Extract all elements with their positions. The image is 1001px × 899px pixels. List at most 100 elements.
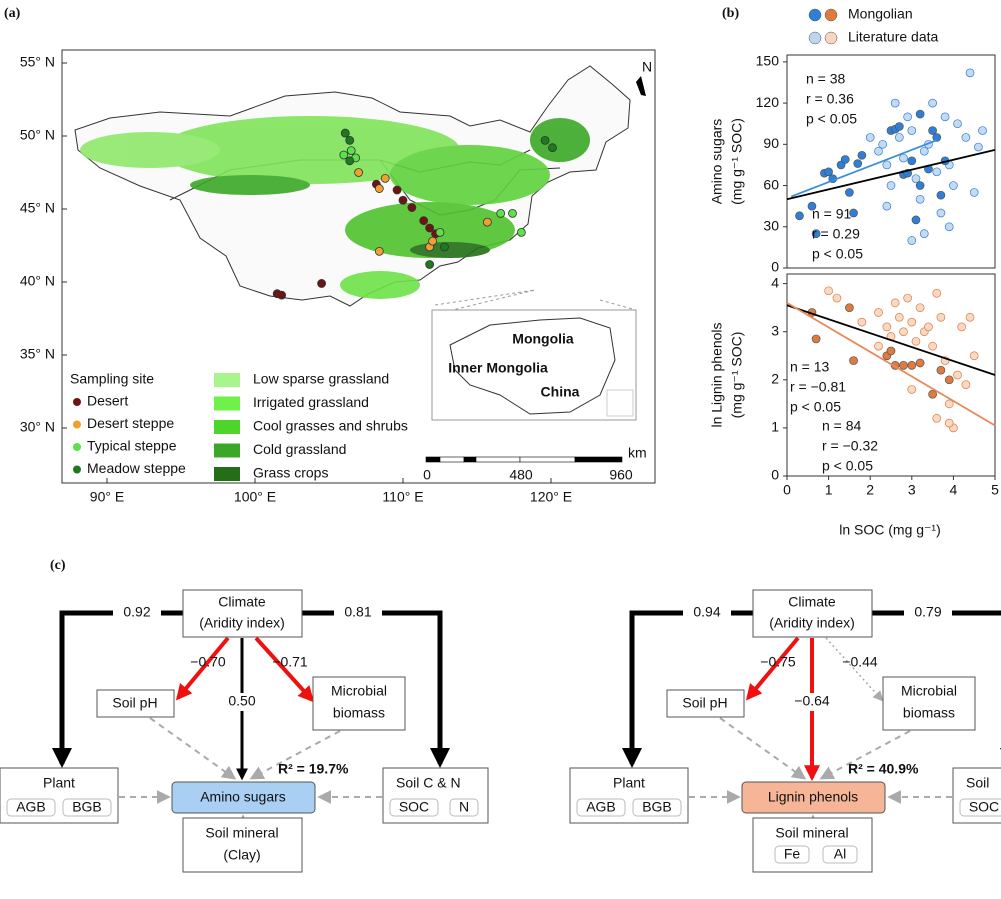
point [929,99,937,107]
r-squared: R² = 19.7% [278,761,349,777]
path-coefficient: −0.44 [842,654,878,670]
path-coefficient: −0.64 [794,693,830,709]
legend-label: Typical steppe [87,438,177,454]
point [970,352,978,360]
path-coefficient: 0.92 [123,604,150,620]
point [916,182,924,190]
panel-label: (c) [50,558,66,573]
point [941,113,949,121]
legend-swatch [214,397,240,411]
scale-bar [464,457,476,462]
legend-dot [825,32,837,44]
point [916,359,924,367]
annotation: p < 0.05 [812,246,863,262]
point [833,294,841,302]
node-label: Microbial [901,683,957,699]
x-tick-label: 4 [950,482,958,498]
site [341,129,349,137]
point [908,237,916,245]
chip-label: SOC [969,799,999,815]
node-label: Plant [43,775,75,791]
node-label: Soil C & N [396,775,461,791]
point [945,223,953,231]
site [393,186,401,194]
legend-swatch [214,467,240,481]
inset-box [607,390,633,416]
y-tick-label: 90 [763,135,779,151]
point [966,313,974,321]
panel-label: (b) [722,6,739,21]
site [497,209,505,217]
annotation: n = 38 [806,71,846,87]
annotation: r = −0.32 [822,438,878,454]
panel-label: (a) [4,6,21,21]
point [908,127,916,135]
y-axis-label: (mg g⁻¹ SOC) [729,118,745,205]
lat-label: 35° N [20,346,55,362]
point [908,318,916,326]
scale-bar [575,457,622,462]
y-tick-label: 30 [763,217,779,233]
chip-label: BGB [72,799,102,815]
arrow [150,718,234,778]
point [812,335,820,343]
site [318,279,326,287]
grassland-area [340,271,420,299]
site [346,136,354,144]
point [937,366,945,374]
legend-label: Grass crops [253,465,328,481]
point [899,154,907,162]
site [355,169,363,177]
point [949,182,957,190]
y-axis-label: ln Lignin phenols [709,322,725,427]
inset-label: Inner Mongolia [448,360,548,376]
annotation: n = 13 [790,359,830,375]
lon-label: 110° E [382,489,423,505]
point [899,328,907,336]
inset-label: Mongolia [512,331,574,347]
point [916,304,924,312]
point [887,182,895,190]
y-tick-label: 2 [771,371,779,387]
point [933,289,941,297]
site [429,237,437,245]
legend-title: Sampling site [70,371,154,387]
point [908,385,916,393]
site [426,260,434,268]
scale-label: 0 [423,467,431,483]
point [887,347,895,355]
point [966,69,974,77]
point [883,323,891,331]
point [933,168,941,176]
lat-label: 30° N [20,419,55,435]
legend-dot [73,421,81,429]
node-label: (Aridity index) [769,615,855,631]
path-coefficient: 0.79 [914,604,941,620]
point [929,390,937,398]
point [912,337,920,345]
point [858,151,866,159]
point [929,342,937,350]
path-coefficient: 0.94 [693,604,720,620]
chip-label: AGB [16,799,46,815]
site [509,209,517,217]
lat-label: 50° N [20,127,55,143]
point [895,133,903,141]
legend-label: Desert [87,393,128,409]
path-coefficient: 0.50 [228,693,255,709]
site [517,228,525,236]
north-arrow-label: N [642,59,652,75]
annotation: r = 0.29 [812,226,860,242]
node-label: Climate [218,594,266,610]
y-tick-label: 0 [771,259,779,275]
node-label: Plant [613,775,645,791]
site [347,147,355,155]
legend-dot [825,9,837,21]
point [883,161,891,169]
point [908,361,916,369]
node-label: Soil pH [682,695,727,711]
site [420,217,428,225]
legend-label: Low sparse grassland [253,371,389,387]
scale-bar [520,457,575,462]
y-tick-label: 4 [771,274,779,290]
